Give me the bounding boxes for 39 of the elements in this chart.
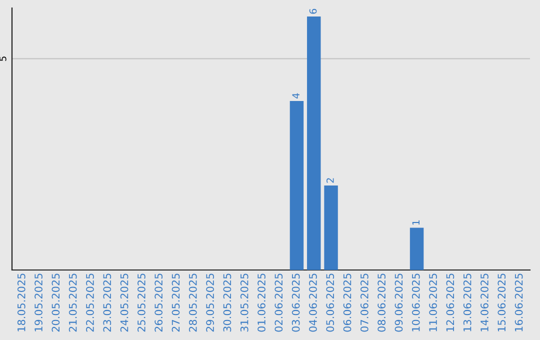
x-tick-label: 23.05.2025 xyxy=(103,274,112,332)
x-tick-label: 29.05.2025 xyxy=(206,274,214,332)
ref-line-label: 5 xyxy=(0,56,6,61)
x-tick-label: 06.06.2025 xyxy=(343,274,352,332)
x-tick-label: 13.06.2025 xyxy=(463,274,472,332)
x-tick-label: 03.06.2025 xyxy=(292,274,300,332)
x-tick-label: 22.05.2025 xyxy=(86,274,94,332)
bar xyxy=(410,228,424,270)
x-tick-label: 08.06.2025 xyxy=(378,274,386,332)
x-tick-label: 28.05.2025 xyxy=(188,274,197,332)
x-tick-label: 20.05.2025 xyxy=(52,274,60,332)
x-tick-label: 31.05.2025 xyxy=(240,274,248,332)
x-tick-label: 10.06.2025 xyxy=(412,274,420,332)
x-tick-label: 27.05.2025 xyxy=(172,274,180,332)
x-tick-label: 19.05.2025 xyxy=(34,274,42,332)
x-tick-label: 12.06.2025 xyxy=(446,274,454,332)
x-tick-label: 25.05.2025 xyxy=(138,274,146,332)
x-tick-label: 26.05.2025 xyxy=(154,274,163,332)
bar xyxy=(307,16,321,270)
x-tick-label: 18.05.2025 xyxy=(17,274,26,332)
x-tick-label: 05.06.2025 xyxy=(326,274,334,332)
x-tick-label: 15.06.2025 xyxy=(498,274,506,332)
x-tick-label: 01.06.2025 xyxy=(258,274,266,332)
data-label: 6 xyxy=(309,8,317,14)
x-tick-label: 02.06.2025 xyxy=(274,274,283,332)
x-tick-label: 07.06.2025 xyxy=(360,274,368,332)
x-tick-label: 09.06.2025 xyxy=(394,274,403,332)
data-label: 4 xyxy=(292,93,300,98)
data-label: 2 xyxy=(326,178,334,183)
x-tick-label: 30.05.2025 xyxy=(223,274,232,332)
bar xyxy=(290,100,304,270)
x-tick-label: 04.06.2025 xyxy=(309,274,317,332)
x-tick-label: 24.05.2025 xyxy=(120,274,128,332)
x-tick-label: 14.06.2025 xyxy=(480,274,488,332)
data-label: 1 xyxy=(412,220,420,225)
x-tick-label: 16.06.2025 xyxy=(514,274,523,332)
bar xyxy=(324,185,338,270)
x-tick-label: 21.05.2025 xyxy=(68,274,77,332)
x-tick-label: 11.06.2025 xyxy=(429,274,437,332)
